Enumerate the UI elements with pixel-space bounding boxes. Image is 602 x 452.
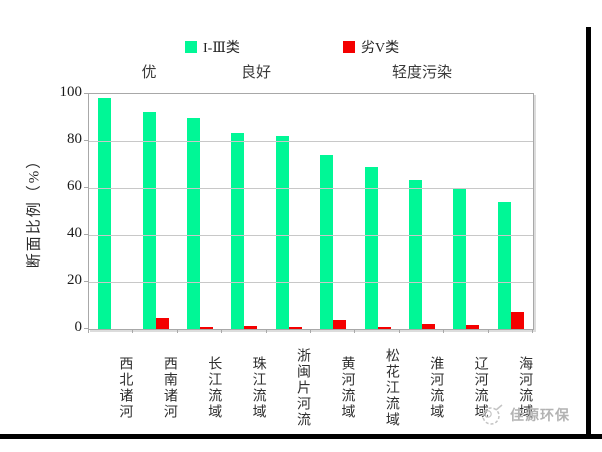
category-slot-5 bbox=[267, 94, 311, 329]
bar-lie-v-8 bbox=[422, 323, 436, 329]
bar-i-iii-9 bbox=[453, 188, 467, 329]
category-slot-3 bbox=[178, 94, 222, 329]
y-tick-label-40: 40 bbox=[67, 225, 82, 241]
x-category-labels: 西北诸河 西南诸河 长江流域 珠江流域 浙闽片河流 黄河流域 松花江流域 淮河流域 辽河流域 海河… bbox=[88, 338, 532, 438]
y-tick-mark-40 bbox=[84, 234, 88, 235]
watermark-logo-icon bbox=[482, 404, 503, 425]
bar-i-iii-8 bbox=[409, 179, 423, 329]
y-axis-title: 断面比例（%） bbox=[26, 151, 43, 269]
gridline-60 bbox=[89, 188, 533, 189]
y-tick-mark-100 bbox=[84, 93, 88, 94]
gridline-40 bbox=[89, 235, 533, 236]
y-tick-label-80: 80 bbox=[67, 131, 82, 147]
x-category-label-4: 珠江流域 bbox=[250, 356, 266, 420]
bar-i-iii-10 bbox=[497, 202, 511, 329]
x-tick-mark-5 bbox=[310, 329, 311, 333]
y-tick-label-100: 100 bbox=[59, 84, 83, 100]
bar-lie-v-3 bbox=[200, 327, 214, 329]
x-tick-mark-3 bbox=[221, 329, 223, 333]
page-frame-right-line bbox=[586, 27, 591, 439]
x-tick-mark-10 bbox=[532, 329, 533, 333]
bar-i-iii-7 bbox=[364, 166, 378, 329]
zone-label-light-pollution: 轻度污染 bbox=[391, 65, 453, 81]
bar-i-iii-6 bbox=[320, 155, 334, 329]
page-frame-bottom-line bbox=[0, 434, 602, 439]
x-tick-mark-7 bbox=[398, 329, 400, 333]
x-tick-mark-2 bbox=[176, 329, 178, 333]
y-tick-mark-60 bbox=[84, 187, 88, 188]
x-tick-mark-6 bbox=[354, 329, 356, 333]
x-category-label-10: 海河流域 bbox=[517, 356, 533, 420]
legend-item-lie-v: 劣V类 bbox=[343, 37, 399, 57]
category-slot-6 bbox=[311, 94, 355, 329]
x-category-label-9: 辽河流域 bbox=[472, 356, 488, 420]
x-category-label-7: 松花江流域 bbox=[383, 348, 399, 428]
x-category-label-3: 长江流域 bbox=[206, 356, 222, 420]
y-tick-mark-0 bbox=[84, 328, 88, 329]
legend-label-lie-v: 劣V类 bbox=[361, 41, 400, 56]
category-slot-9 bbox=[444, 94, 488, 329]
category-slot-4 bbox=[222, 94, 266, 329]
x-category-label-1: 西北诸河 bbox=[117, 356, 133, 420]
watermark-text: 佳源环保 bbox=[510, 409, 570, 424]
watermark: 佳源环保 bbox=[480, 404, 570, 426]
bar-lie-v-6 bbox=[333, 320, 347, 329]
y-tick-label-0: 0 bbox=[74, 319, 83, 335]
gridline-80 bbox=[89, 141, 533, 142]
bar-lie-v-9 bbox=[466, 324, 480, 329]
bar-i-iii-3 bbox=[187, 117, 201, 329]
category-slot-7 bbox=[355, 94, 399, 329]
x-tick-mark-9 bbox=[487, 329, 489, 333]
x-tick-mark-4 bbox=[265, 329, 267, 333]
bar-lie-v-4 bbox=[244, 326, 258, 329]
bar-lie-v-7 bbox=[377, 327, 391, 329]
x-category-label-5: 浙闽片河流 bbox=[295, 348, 311, 428]
x-tick-mark-0 bbox=[88, 329, 89, 333]
bar-i-iii-1 bbox=[98, 97, 112, 329]
y-tick-mark-20 bbox=[84, 281, 88, 282]
legend-label-i-iii: I-Ⅲ类 bbox=[203, 41, 240, 56]
category-slot-10 bbox=[489, 94, 533, 329]
bar-i-iii-4 bbox=[231, 132, 245, 329]
x-category-label-6: 黄河流域 bbox=[339, 356, 355, 420]
zone-label-good: 良好 bbox=[240, 65, 272, 81]
bar-lie-v-10 bbox=[510, 312, 524, 329]
gridline-20 bbox=[89, 282, 533, 283]
category-slot-2 bbox=[133, 94, 177, 329]
category-slot-1 bbox=[89, 94, 133, 329]
bar-lie-v-5 bbox=[288, 327, 302, 329]
legend-item-i-iii: I-Ⅲ类 bbox=[185, 37, 240, 57]
plot-area bbox=[88, 93, 534, 330]
bar-i-iii-5 bbox=[275, 136, 289, 329]
legend-swatch-red bbox=[343, 41, 355, 53]
bar-lie-v-2 bbox=[155, 318, 169, 329]
bars-layer bbox=[89, 94, 533, 329]
bar-i-iii-2 bbox=[142, 111, 156, 329]
x-category-label-2: 西南诸河 bbox=[161, 356, 177, 420]
x-tick-mark-1 bbox=[132, 329, 134, 333]
y-tick-label-20: 20 bbox=[67, 272, 82, 288]
y-tick-mark-80 bbox=[84, 140, 88, 141]
category-slot-8 bbox=[400, 94, 444, 329]
zone-label-excellent: 优 bbox=[141, 65, 157, 81]
y-tick-label-60: 60 bbox=[67, 178, 82, 194]
x-category-label-8: 淮河流域 bbox=[428, 356, 444, 420]
legend-swatch-green bbox=[185, 41, 197, 53]
x-tick-mark-8 bbox=[443, 329, 445, 333]
